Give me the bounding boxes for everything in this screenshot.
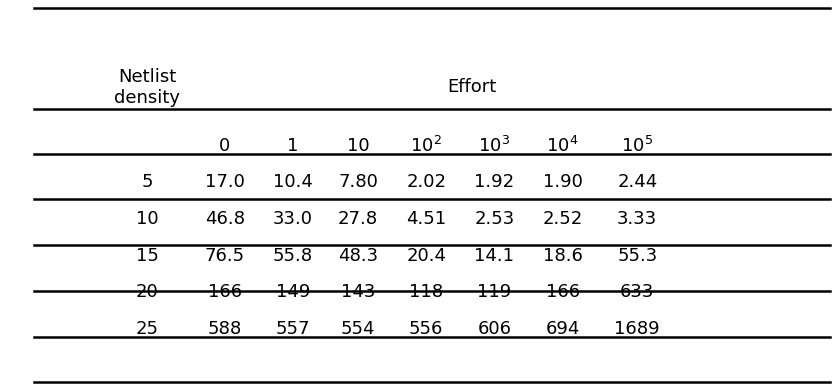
Text: 18.6: 18.6 bbox=[543, 246, 582, 264]
Text: 588: 588 bbox=[208, 320, 242, 338]
Text: 118: 118 bbox=[409, 283, 443, 301]
Text: 1.92: 1.92 bbox=[474, 173, 515, 191]
Text: 0: 0 bbox=[220, 137, 230, 155]
Text: 25: 25 bbox=[136, 320, 158, 338]
Text: 10: 10 bbox=[136, 210, 158, 228]
Text: 149: 149 bbox=[276, 283, 310, 301]
Text: 20: 20 bbox=[136, 283, 158, 301]
Text: 2.44: 2.44 bbox=[617, 173, 658, 191]
Text: Netlist
density: Netlist density bbox=[114, 68, 180, 107]
Text: 33.0: 33.0 bbox=[273, 210, 313, 228]
Text: 55.3: 55.3 bbox=[617, 246, 658, 264]
Text: 76.5: 76.5 bbox=[204, 246, 245, 264]
Text: 48.3: 48.3 bbox=[338, 246, 378, 264]
Text: $10^{2}$: $10^{2}$ bbox=[411, 136, 442, 156]
Text: 1: 1 bbox=[287, 137, 299, 155]
Text: Effort: Effort bbox=[447, 78, 496, 96]
Text: 166: 166 bbox=[546, 283, 580, 301]
Text: 2.02: 2.02 bbox=[406, 173, 446, 191]
Text: 20.4: 20.4 bbox=[406, 246, 446, 264]
Text: $10^{3}$: $10^{3}$ bbox=[478, 136, 510, 156]
Text: 10.4: 10.4 bbox=[273, 173, 313, 191]
Text: 556: 556 bbox=[409, 320, 443, 338]
Text: 10: 10 bbox=[347, 137, 370, 155]
Text: 27.8: 27.8 bbox=[338, 210, 378, 228]
Text: 633: 633 bbox=[620, 283, 654, 301]
Text: 3.33: 3.33 bbox=[617, 210, 658, 228]
Text: 15: 15 bbox=[136, 246, 158, 264]
Text: 46.8: 46.8 bbox=[205, 210, 245, 228]
Text: 1.90: 1.90 bbox=[543, 173, 582, 191]
Text: 166: 166 bbox=[208, 283, 242, 301]
Text: 4.51: 4.51 bbox=[406, 210, 447, 228]
Text: 14.1: 14.1 bbox=[474, 246, 515, 264]
Text: 17.0: 17.0 bbox=[205, 173, 245, 191]
Text: 55.8: 55.8 bbox=[273, 246, 313, 264]
Text: 557: 557 bbox=[276, 320, 310, 338]
Text: 5: 5 bbox=[142, 173, 153, 191]
Text: $10^{4}$: $10^{4}$ bbox=[546, 136, 579, 156]
Text: 2.52: 2.52 bbox=[542, 210, 582, 228]
Text: 119: 119 bbox=[478, 283, 511, 301]
Text: 554: 554 bbox=[341, 320, 375, 338]
Text: 694: 694 bbox=[546, 320, 580, 338]
Text: 1689: 1689 bbox=[614, 320, 660, 338]
Text: 7.80: 7.80 bbox=[338, 173, 378, 191]
Text: 2.53: 2.53 bbox=[474, 210, 515, 228]
Text: 143: 143 bbox=[341, 283, 375, 301]
Text: $10^{5}$: $10^{5}$ bbox=[621, 136, 654, 156]
Text: 606: 606 bbox=[478, 320, 511, 338]
